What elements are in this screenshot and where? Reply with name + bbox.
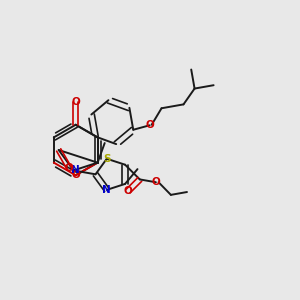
Text: N: N (71, 165, 80, 176)
Text: O: O (71, 98, 80, 107)
Text: S: S (103, 154, 110, 164)
Text: O: O (124, 186, 133, 196)
Text: O: O (71, 170, 80, 180)
Text: O: O (152, 177, 160, 187)
Text: O: O (65, 163, 74, 173)
Text: O: O (145, 120, 154, 130)
Text: N: N (102, 185, 111, 195)
